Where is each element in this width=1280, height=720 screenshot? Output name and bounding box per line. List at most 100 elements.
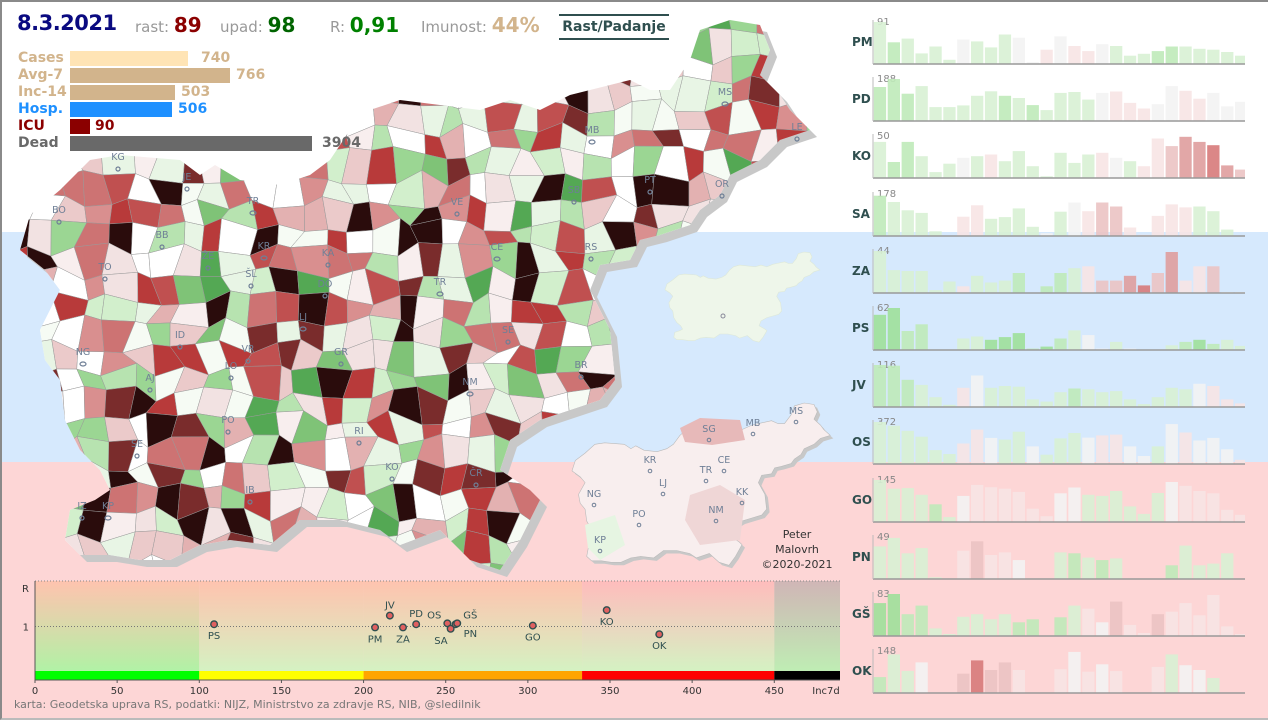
mode-toggle-button[interactable]: Rast/Padanje	[559, 14, 669, 40]
municipality[interactable]	[746, 222, 776, 257]
municipality[interactable]	[243, 107, 280, 130]
municipality[interactable]	[83, 385, 107, 419]
municipality[interactable]	[825, 249, 845, 276]
municipality[interactable]	[343, 529, 372, 570]
municipality[interactable]	[298, 150, 329, 181]
region-point[interactable]	[528, 621, 537, 630]
municipality[interactable]	[774, 483, 810, 519]
municipality[interactable]	[819, 51, 845, 90]
municipality[interactable]	[754, 338, 780, 378]
municipality[interactable]	[698, 389, 736, 419]
municipality[interactable]	[778, 320, 801, 342]
municipality[interactable]	[627, 291, 665, 323]
municipality[interactable]	[799, 31, 834, 66]
municipality[interactable]	[704, 2, 732, 30]
municipality[interactable]	[461, 529, 492, 566]
municipality[interactable]	[483, 75, 523, 105]
slovenia-map[interactable]: KG JE BO TR BB KR ŽE ŠL TO KA DO LJ VE CE SB RS MB MS LE PT…	[0, 0, 845, 720]
municipality[interactable]	[346, 229, 374, 254]
municipality[interactable]	[7, 153, 37, 176]
municipality[interactable]	[447, 77, 471, 110]
municipality[interactable]	[220, 152, 254, 184]
municipality[interactable]	[9, 320, 38, 349]
municipality[interactable]	[676, 385, 701, 426]
municipality[interactable]	[774, 195, 810, 228]
municipality[interactable]	[683, 27, 714, 66]
municipality[interactable]	[819, 87, 845, 102]
municipality[interactable]	[10, 531, 42, 565]
municipality[interactable]	[420, 76, 449, 107]
municipality[interactable]	[6, 460, 41, 498]
municipality[interactable]	[398, 76, 422, 107]
municipality[interactable]	[629, 83, 662, 102]
municipality[interactable]	[832, 181, 845, 207]
municipality[interactable]	[678, 338, 713, 374]
municipality[interactable]	[3, 396, 30, 419]
municipality[interactable]	[291, 36, 324, 66]
municipality[interactable]	[414, 58, 448, 88]
municipality[interactable]	[3, 410, 33, 439]
municipality[interactable]	[801, 182, 832, 207]
municipality[interactable]	[754, 371, 775, 399]
municipality[interactable]	[752, 398, 782, 415]
region-point[interactable]	[385, 611, 394, 620]
municipality[interactable]	[629, 55, 659, 87]
municipality[interactable]	[389, 61, 422, 86]
municipality[interactable]	[366, 84, 399, 104]
municipality[interactable]	[62, 385, 86, 425]
municipality[interactable]	[795, 322, 833, 349]
municipality[interactable]	[540, 440, 563, 470]
municipality[interactable]	[26, 368, 64, 401]
municipality[interactable]	[698, 362, 736, 399]
municipality[interactable]	[516, 440, 544, 472]
municipality[interactable]	[726, 345, 760, 372]
municipality[interactable]	[795, 297, 833, 324]
municipality[interactable]	[9, 341, 42, 376]
municipality[interactable]	[76, 436, 110, 472]
municipality[interactable]	[218, 97, 248, 129]
municipality[interactable]	[441, 433, 470, 469]
municipality[interactable]	[28, 410, 66, 450]
municipality[interactable]	[10, 511, 34, 535]
municipality[interactable]	[828, 206, 845, 233]
municipality[interactable]	[796, 462, 823, 494]
municipality[interactable]	[807, 197, 832, 234]
municipality[interactable]	[822, 10, 845, 35]
municipality[interactable]	[819, 153, 845, 183]
municipality[interactable]	[530, 535, 567, 570]
municipality[interactable]	[3, 270, 30, 305]
municipality[interactable]	[800, 158, 833, 187]
municipality[interactable]	[268, 34, 302, 65]
municipality[interactable]	[585, 55, 614, 89]
municipality[interactable]	[84, 204, 113, 225]
municipality[interactable]	[559, 535, 585, 555]
municipality[interactable]	[542, 39, 564, 59]
region-point[interactable]	[210, 620, 219, 629]
municipality[interactable]	[222, 86, 255, 115]
municipality[interactable]	[536, 78, 570, 106]
region-point[interactable]	[453, 619, 462, 628]
municipality[interactable]	[3, 246, 29, 274]
municipality[interactable]	[751, 174, 784, 202]
municipality[interactable]	[676, 246, 701, 273]
municipality[interactable]	[799, 6, 831, 33]
municipality[interactable]	[10, 368, 42, 401]
municipality[interactable]	[800, 50, 833, 91]
municipality[interactable]	[779, 80, 807, 108]
municipality[interactable]	[709, 338, 732, 367]
municipality[interactable]	[458, 75, 485, 110]
municipality[interactable]	[801, 220, 828, 253]
municipality[interactable]	[769, 159, 803, 187]
municipality[interactable]	[318, 529, 350, 570]
municipality[interactable]	[245, 33, 282, 58]
municipality[interactable]	[770, 56, 807, 84]
municipality[interactable]	[53, 457, 87, 493]
municipality[interactable]	[277, 156, 302, 178]
municipality[interactable]	[825, 227, 845, 252]
municipality[interactable]	[275, 291, 300, 323]
municipality[interactable]	[825, 347, 845, 369]
region-point[interactable]	[399, 623, 408, 632]
municipality[interactable]	[826, 364, 845, 392]
municipality[interactable]	[319, 36, 342, 67]
municipality[interactable]	[292, 75, 326, 112]
